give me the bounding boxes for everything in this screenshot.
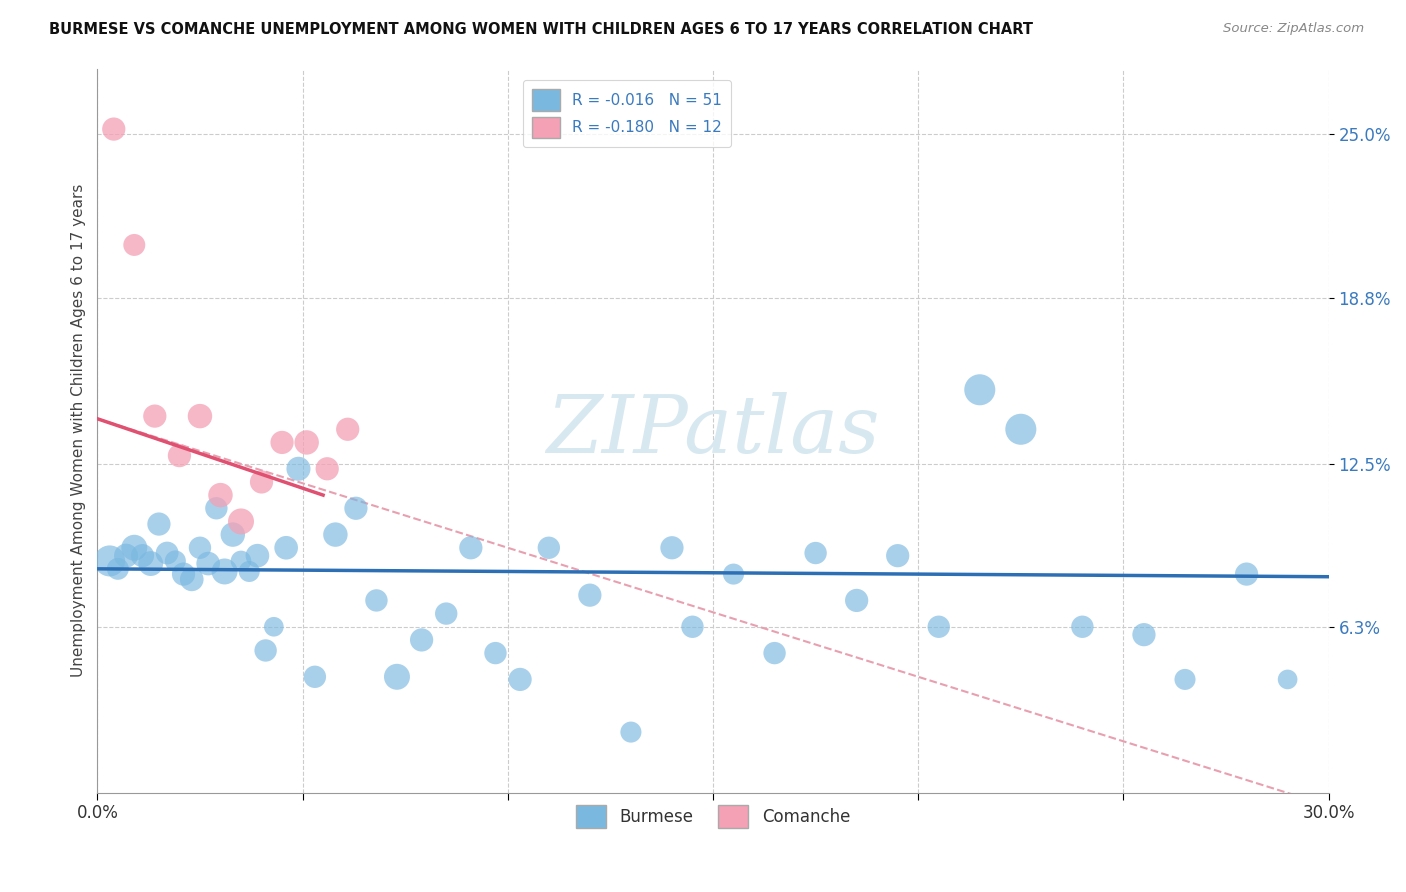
Point (344, 501, 367, 516)
Point (103, 122, 125, 136)
Point (98, 554, 121, 568)
Point (682, 620, 704, 634)
Point (254, 643, 277, 657)
Point (263, 620, 285, 634)
Point (250, 475, 273, 489)
Point (124, 541, 146, 555)
Point (316, 462, 339, 476)
Text: BURMESE VS COMANCHE UNEMPLOYMENT AMONG WOMEN WITH CHILDREN AGES 6 TO 17 YEARS CO: BURMESE VS COMANCHE UNEMPLOYMENT AMONG W… (49, 22, 1033, 37)
Point (366, 593, 388, 607)
Point (434, 607, 457, 621)
Point (139, 557, 162, 571)
Point (222, 527, 245, 541)
Point (197, 557, 219, 571)
Point (131, 549, 153, 563)
Point (188, 541, 211, 555)
Point (246, 549, 269, 563)
Point (229, 515, 252, 529)
Point (169, 449, 191, 463)
Point (1071, 620, 1094, 634)
Point (156, 546, 179, 560)
Point (763, 646, 786, 660)
Text: Source: ZipAtlas.com: Source: ZipAtlas.com (1223, 22, 1364, 36)
Point (336, 422, 359, 436)
Point (845, 593, 868, 607)
Point (411, 632, 433, 647)
Point (188, 409, 211, 423)
Text: ZIPatlas: ZIPatlas (547, 392, 880, 469)
Point (271, 435, 294, 450)
Point (165, 554, 187, 568)
Point (537, 541, 560, 555)
Point (1277, 673, 1299, 687)
Point (723, 567, 745, 582)
Point (484, 646, 506, 660)
Point (1174, 673, 1197, 687)
Point (661, 541, 683, 555)
Point (209, 488, 232, 502)
Point (148, 517, 170, 532)
Point (205, 501, 228, 516)
Point (886, 549, 908, 563)
Point (124, 238, 146, 252)
Point (180, 573, 202, 587)
Y-axis label: Unemployment Among Women with Children Ages 6 to 17 years: Unemployment Among Women with Children A… (72, 184, 86, 677)
Point (1010, 422, 1032, 436)
Point (229, 554, 252, 568)
Point (115, 549, 138, 563)
Point (295, 435, 318, 450)
Point (107, 562, 129, 576)
Point (325, 527, 347, 541)
Point (214, 565, 236, 579)
Point (287, 462, 309, 476)
Legend: Burmese, Comanche: Burmese, Comanche (569, 798, 856, 835)
Point (460, 541, 482, 555)
Point (969, 383, 991, 397)
Point (620, 725, 643, 739)
Point (804, 546, 827, 560)
Point (276, 541, 298, 555)
Point (579, 588, 602, 602)
Point (509, 673, 531, 687)
Point (173, 567, 195, 582)
Point (385, 670, 408, 684)
Point (1236, 567, 1258, 582)
Point (1133, 628, 1156, 642)
Point (304, 670, 326, 684)
Point (238, 565, 260, 579)
Point (928, 620, 950, 634)
Point (143, 409, 166, 423)
